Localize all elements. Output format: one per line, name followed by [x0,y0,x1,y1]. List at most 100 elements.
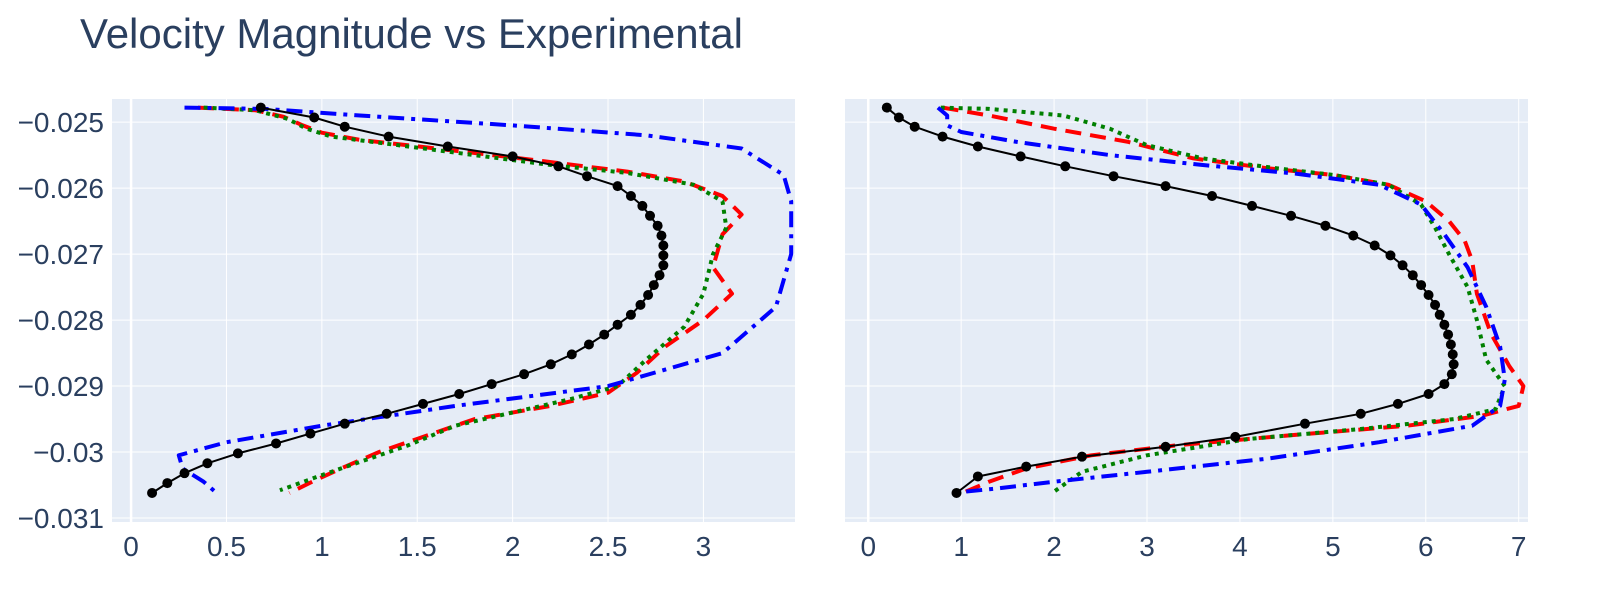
data-point [637,200,648,211]
data-point [1286,210,1297,221]
data-point [1423,388,1434,399]
y-tick-label: −0.029 [18,371,104,402]
series-line-blue_dashdot [176,105,794,494]
y-tick-label: −0.031 [18,503,104,534]
data-point [1385,250,1396,261]
data-point [1445,339,1456,350]
x-tick-label: 0 [860,531,876,562]
x-tick-label: 3 [1139,531,1155,562]
data-point [486,379,497,390]
data-point [1423,289,1434,300]
data-point [202,458,213,469]
data-point [658,240,669,251]
data-point [179,468,190,479]
data-point [648,280,659,291]
data-point [1397,260,1408,271]
data-point [271,438,282,449]
data-point [654,270,665,281]
data-point [1060,161,1071,172]
y-tick-label: −0.027 [18,239,104,270]
data-point [612,181,623,192]
data-point [1348,230,1359,241]
data-point [1407,270,1418,281]
plot-area-1 [845,99,1528,522]
x-tick-label: 2 [505,531,521,562]
subplot-left: 0 0.5 1 1.5 2 2.5 3 −0.025 −0.026 −0.027 −0.028 −0.… [18,99,795,562]
data-point [1434,309,1445,320]
data-point [1207,191,1218,202]
data-point [232,448,243,459]
series-line-experimental [151,106,665,494]
data-point [951,487,962,498]
data-point [1446,369,1457,380]
data-point [1369,240,1380,251]
data-point [972,471,983,482]
data-point [147,487,158,498]
data-point [545,359,556,370]
y-tick-label: −0.028 [18,305,104,336]
subplot-right: 0 1 2 3 4 5 6 7 [845,99,1528,562]
data-point [656,230,667,241]
data-point [612,319,623,330]
series-line-green_dot [203,105,729,493]
x-tick-label: 5 [1325,531,1341,562]
data-point [583,339,594,350]
x-tick-label: 2 [1046,531,1062,562]
data-point [1439,379,1450,390]
x-tick-label: 1 [953,531,969,562]
y-tick-label: −0.026 [18,173,104,204]
data-point [625,191,636,202]
data-point [1247,200,1258,211]
data-point [1392,398,1403,409]
y-tick-label: −0.03 [33,437,104,468]
data-point [1447,349,1458,360]
data-point [599,329,610,340]
data-point [652,220,663,231]
data-point [255,102,266,113]
series-line-green_dot [940,105,1507,494]
plot-area-0 [112,99,795,522]
x-tick-label: 3 [696,531,712,562]
data-point [643,289,654,300]
data-point [381,408,392,419]
data-point [566,349,577,360]
data-point [909,121,920,132]
data-point [658,260,669,271]
data-point [305,428,316,439]
data-point [454,388,465,399]
x-tick-label: 6 [1418,531,1434,562]
data-point [383,131,394,142]
data-point [339,121,350,132]
data-point [1355,408,1366,419]
data-point [1299,418,1310,429]
x-tick-label: 4 [1232,531,1248,562]
data-point [582,171,593,182]
data-point [645,210,656,221]
data-point [1160,181,1171,192]
data-point [1430,299,1441,310]
data-point [1160,441,1171,452]
y-tick-label: −0.025 [18,107,104,138]
series-line-blue_dashdot [936,106,1507,494]
data-point [507,151,518,162]
x-tick-label: 0.5 [207,531,246,562]
x-tick-label: 7 [1511,531,1527,562]
data-point [1230,431,1241,442]
data-point [881,102,892,113]
data-point [1439,319,1450,330]
data-point [1021,461,1032,472]
data-point [339,418,350,429]
data-point [162,478,173,489]
data-point [417,398,428,409]
data-point [625,309,636,320]
x-tick-label: 1.5 [398,531,437,562]
data-point [1320,220,1331,231]
data-point [1416,280,1427,291]
data-point [1108,171,1119,182]
data-point [1015,151,1026,162]
data-point [442,141,453,152]
data-point [635,299,646,310]
data-point [1076,451,1087,462]
data-point [972,141,983,152]
